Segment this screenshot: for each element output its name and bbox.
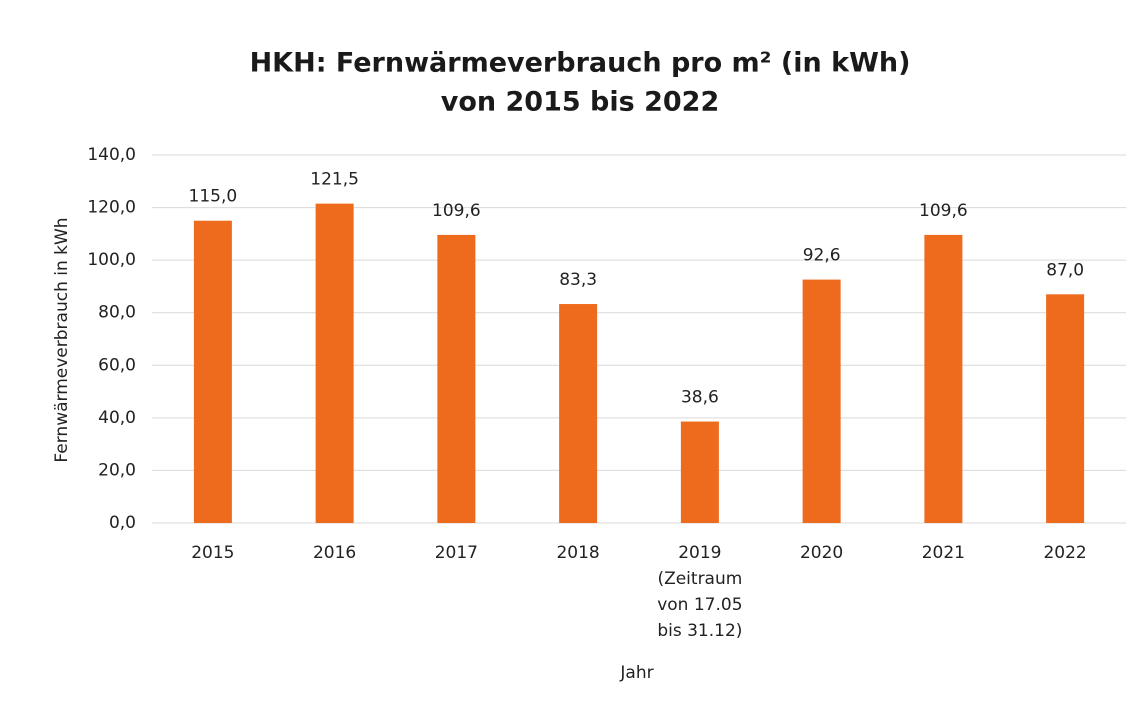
x-tick-label: bis 31.12) — [657, 621, 742, 641]
x-tick-label: 2021 — [922, 543, 965, 563]
x-tick-label: 2017 — [435, 543, 478, 563]
bar — [680, 421, 719, 523]
y-tick-label: 60,0 — [98, 355, 136, 375]
y-tick-label: 100,0 — [87, 250, 136, 270]
y-tick-label: 140,0 — [87, 145, 136, 165]
y-tick-label: 40,0 — [98, 408, 136, 428]
bar — [559, 304, 598, 523]
x-tick-label: 2015 — [191, 543, 234, 563]
bar — [193, 220, 232, 523]
y-tick-label: 80,0 — [98, 303, 136, 323]
y-tick-label: 120,0 — [87, 198, 136, 218]
bar — [802, 279, 841, 523]
data-label: 121,5 — [310, 170, 359, 190]
bar — [437, 234, 476, 523]
data-label: 92,6 — [803, 246, 841, 266]
x-tick-label: von 17.05 — [657, 595, 742, 615]
x-tick-label: 2022 — [1043, 543, 1086, 563]
chart-title: von 2015 bis 2022 — [441, 87, 720, 118]
x-axis-label: Jahr — [619, 663, 653, 683]
data-label: 87,0 — [1046, 260, 1084, 280]
data-label: 38,6 — [681, 388, 719, 408]
x-tick-label: (Zeitraum — [657, 569, 742, 589]
data-label: 109,6 — [919, 201, 968, 221]
bar — [315, 203, 354, 523]
data-label: 115,0 — [189, 187, 238, 207]
data-label: 83,3 — [559, 270, 597, 290]
x-tick-label: 2016 — [313, 543, 356, 563]
x-tick-label: 2018 — [556, 543, 599, 563]
x-tick-label: 2020 — [800, 543, 843, 563]
y-tick-label: 20,0 — [98, 460, 136, 480]
y-tick-label: 0,0 — [109, 513, 136, 533]
bar — [924, 234, 963, 523]
x-tick-label: 2019 — [678, 543, 721, 563]
bar — [1046, 294, 1085, 523]
y-axis-label: Fernwärmeverbrauch in kWh — [52, 217, 72, 462]
data-label: 109,6 — [432, 201, 481, 221]
chart-title: HKH: Fernwärmeverbrauch pro m² (in kWh) — [250, 48, 911, 79]
